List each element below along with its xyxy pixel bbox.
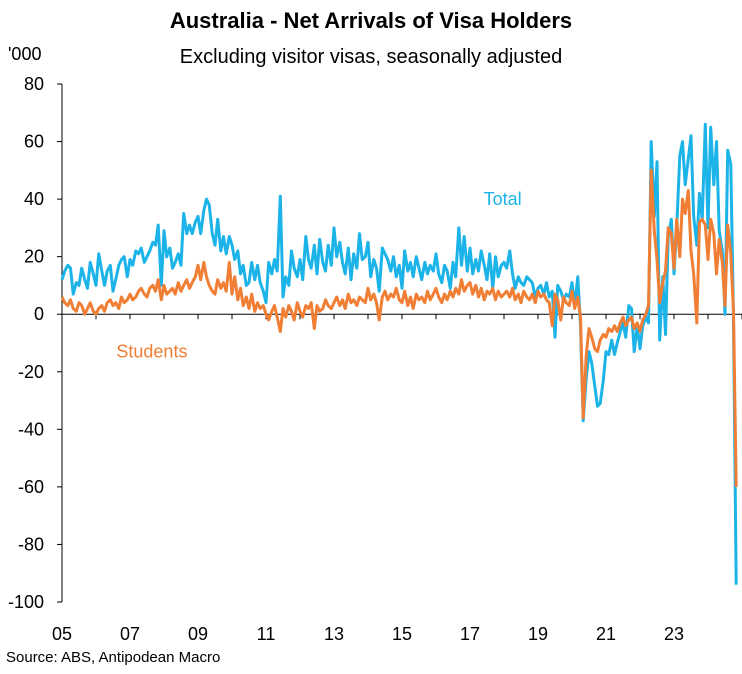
y-tick-label: -40: [18, 419, 44, 439]
y-tick-label: 40: [24, 189, 44, 209]
x-tick-label: 23: [664, 624, 684, 644]
series-lines: [60, 122, 738, 585]
y-tick-label: -100: [8, 592, 44, 612]
y-tick-label: 0: [34, 304, 44, 324]
series-label-total: Total: [484, 189, 522, 209]
series-line-students: [60, 168, 738, 487]
x-tick-label: 19: [528, 624, 548, 644]
y-tick-label: -60: [18, 477, 44, 497]
x-tick-label: 15: [392, 624, 412, 644]
x-tick-label: 09: [188, 624, 208, 644]
x-tick-label: 11: [257, 624, 276, 644]
x-tick-label: 17: [460, 624, 480, 644]
series-line-total: [60, 122, 738, 585]
y-tick-label: 20: [24, 247, 44, 267]
series-labels: Total Students: [116, 189, 521, 362]
x-tick-label: 07: [120, 624, 140, 644]
y-tick-label: 60: [24, 132, 44, 152]
series-label-students: Students: [116, 341, 187, 361]
chart-title: Australia - Net Arrivals of Visa Holders: [169, 8, 573, 33]
x-axis: 05 07 09 11 13 15 17 19 21 23: [52, 313, 742, 644]
x-tick-label: 21: [596, 624, 616, 644]
y-tick-label: 80: [24, 74, 44, 94]
source-note: Source: ABS, Antipodean Macro: [6, 649, 221, 666]
x-tick-label: 05: [52, 624, 72, 644]
y-tick-label: -20: [18, 362, 44, 382]
chart-subtitle: Excluding visitor visas, seasonally adju…: [179, 46, 563, 68]
y-axis: 80 60 40 20 0 -20 -40 -60 -80 -100: [8, 74, 63, 612]
y-tick-label: -80: [18, 534, 44, 554]
y-axis-unit-label: '000: [8, 44, 42, 64]
x-tick-label: 13: [324, 624, 344, 644]
